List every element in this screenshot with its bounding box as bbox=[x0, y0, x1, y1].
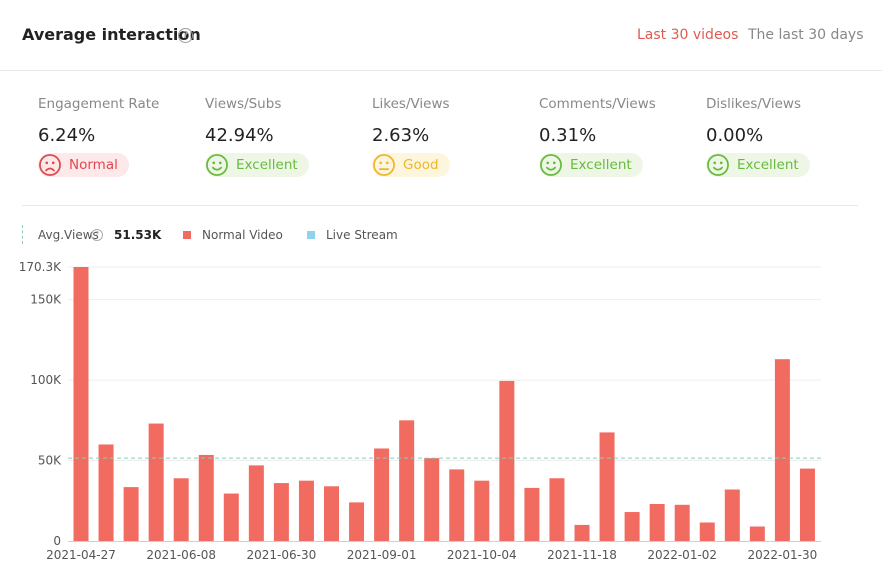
metric-value: 6.24% bbox=[38, 125, 96, 146]
x-tick-label: 2021-10-04 bbox=[447, 548, 517, 562]
live-stream-swatch bbox=[307, 231, 315, 239]
happy-face-icon bbox=[206, 154, 228, 176]
metric-label: Likes/Views bbox=[372, 96, 450, 112]
tab-last-30-videos[interactable]: Last 30 videos bbox=[637, 27, 739, 43]
bar bbox=[399, 420, 415, 541]
divider bbox=[22, 205, 858, 206]
y-tick-label: 170.3K bbox=[19, 260, 62, 274]
legend-avg-views-value: 51.53K bbox=[114, 228, 162, 242]
avg-views-help-icon[interactable]: ? bbox=[91, 229, 103, 241]
bar bbox=[123, 487, 139, 541]
bar bbox=[298, 480, 314, 541]
bar bbox=[524, 487, 540, 541]
status-badge: Good bbox=[372, 153, 450, 177]
status-badge: Excellent bbox=[205, 153, 309, 177]
bar bbox=[449, 469, 465, 541]
metric-label: Comments/Views bbox=[539, 96, 656, 112]
metric-2: Likes/Views 2.63% Good bbox=[372, 96, 450, 181]
views-bar-chart: 0 50K 100K 150K 170.3K 2021-04-27 2021-06-08 20… bbox=[19, 260, 821, 562]
bar bbox=[624, 512, 640, 541]
bar bbox=[549, 478, 565, 541]
bar bbox=[474, 480, 490, 541]
bar bbox=[324, 486, 339, 541]
bar bbox=[499, 380, 515, 541]
status-text: Good bbox=[403, 157, 439, 173]
bar bbox=[374, 448, 390, 541]
x-tick-label: 2022-01-30 bbox=[748, 548, 818, 562]
bar bbox=[724, 489, 740, 541]
normal-video-swatch bbox=[183, 231, 191, 239]
x-tick-label: 2021-09-01 bbox=[347, 548, 417, 562]
status-text: Excellent bbox=[570, 157, 632, 173]
card-header: Average interaction ? Last 30 videos The… bbox=[0, 0, 882, 71]
metric-value: 2.63% bbox=[372, 125, 430, 146]
bar bbox=[649, 503, 665, 541]
x-tick-label: 2022-01-02 bbox=[647, 548, 717, 562]
legend-normal-video[interactable]: Normal Video bbox=[202, 228, 283, 242]
y-tick-label: 150K bbox=[30, 293, 62, 307]
help-icon[interactable]: ? bbox=[178, 28, 193, 43]
legend-live-stream[interactable]: Live Stream bbox=[326, 228, 398, 242]
status-badge: Normal bbox=[38, 153, 129, 177]
x-tick-label: 2021-06-08 bbox=[146, 548, 216, 562]
bar bbox=[674, 504, 690, 541]
bar bbox=[574, 524, 590, 541]
x-tick-label: 2021-11-18 bbox=[547, 548, 617, 562]
bar bbox=[173, 478, 189, 541]
y-tick-label: 100K bbox=[30, 373, 62, 387]
metric-value: 0.00% bbox=[706, 125, 764, 146]
metric-value: 0.31% bbox=[539, 125, 597, 146]
bar bbox=[248, 465, 264, 541]
status-text: Excellent bbox=[737, 157, 799, 173]
happy-face-icon bbox=[707, 154, 729, 176]
happy-face-icon bbox=[540, 154, 562, 176]
tab-last-30-days[interactable]: The last 30 days bbox=[748, 27, 864, 43]
legend-avg-views-label: Avg.Views bbox=[38, 228, 99, 242]
bar bbox=[749, 526, 765, 541]
bar bbox=[424, 458, 440, 541]
bar bbox=[273, 483, 289, 541]
status-badge: Excellent bbox=[539, 153, 643, 177]
bar bbox=[799, 468, 815, 541]
bar bbox=[98, 444, 114, 541]
metric-0: Engagement Rate 6.24% Normal bbox=[38, 96, 159, 181]
bar bbox=[223, 493, 239, 541]
metric-4: Dislikes/Views 0.00% Excellent bbox=[706, 96, 810, 181]
metric-label: Dislikes/Views bbox=[706, 96, 801, 112]
bar bbox=[349, 502, 365, 541]
x-tick-label: 2021-04-27 bbox=[46, 548, 116, 562]
avg-views-line-swatch bbox=[22, 225, 23, 244]
bar bbox=[73, 267, 89, 541]
status-badge: Excellent bbox=[706, 153, 810, 177]
sad-face-icon bbox=[39, 154, 61, 176]
bar bbox=[148, 423, 164, 541]
metric-value: 42.94% bbox=[205, 125, 274, 146]
metric-label: Engagement Rate bbox=[38, 96, 160, 112]
bar bbox=[699, 522, 715, 541]
status-text: Normal bbox=[69, 157, 118, 173]
y-tick-label: 50K bbox=[38, 454, 62, 468]
bar bbox=[599, 432, 615, 541]
bar bbox=[774, 359, 790, 541]
card-title: Average interaction bbox=[22, 25, 201, 44]
x-tick-label: 2021-06-30 bbox=[247, 548, 317, 562]
y-tick-label: 0 bbox=[53, 534, 61, 548]
bar bbox=[198, 454, 214, 541]
status-text: Excellent bbox=[236, 157, 298, 173]
metric-1: Views/Subs 42.94% Excellent bbox=[205, 96, 309, 181]
metric-label: Views/Subs bbox=[205, 96, 282, 112]
metric-3: Comments/Views 0.31% Excellent bbox=[539, 96, 656, 181]
neutral-face-icon bbox=[373, 154, 395, 176]
